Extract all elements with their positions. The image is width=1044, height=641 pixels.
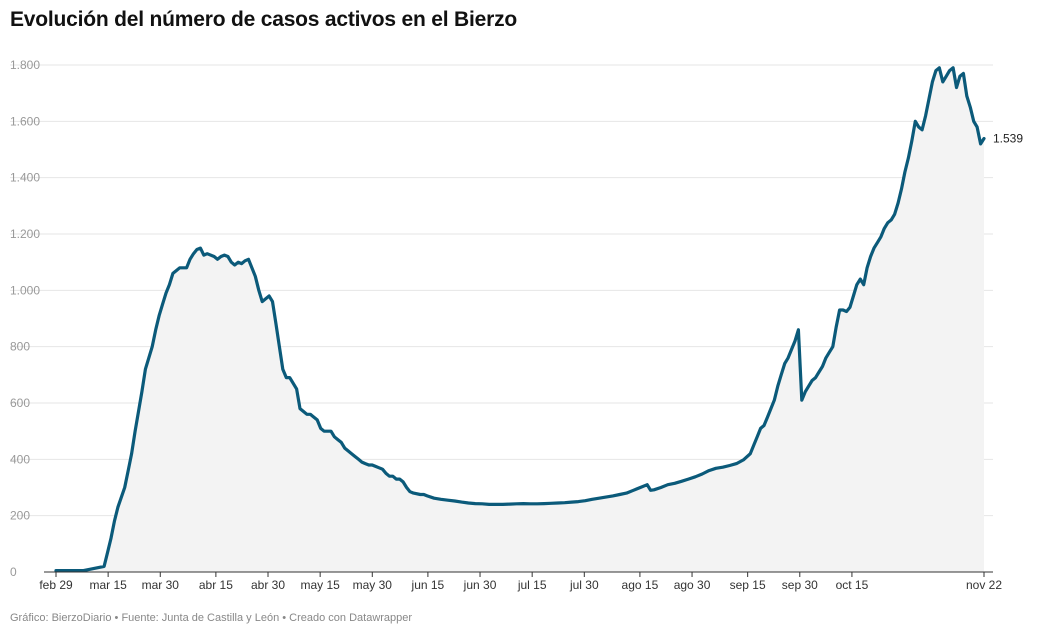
x-axis: feb 29 mar 15 mar 30 abr 15 abr 30 may 15 may … xyxy=(39,572,1002,592)
end-value-label: 1.539 xyxy=(993,132,1023,146)
x-tick-label: oct 15 xyxy=(836,578,869,592)
y-axis: 0 200 400 600 800 1.000 1.200 1.400 1.600 1.800 xyxy=(10,58,40,579)
x-tick-label: ago 30 xyxy=(674,578,711,592)
series-line xyxy=(54,66,986,573)
x-tick-label: jul 15 xyxy=(517,578,547,592)
chart-footer: Gráfico: BierzoDiario • Fuente: Junta de… xyxy=(10,612,413,624)
y-tick-label: 400 xyxy=(10,452,30,466)
x-tick-label: sep 15 xyxy=(730,578,766,592)
y-tick-label: 0 xyxy=(10,565,17,579)
y-tick-label: 1.800 xyxy=(10,58,40,72)
y-tick-label: 1.600 xyxy=(10,114,40,128)
x-tick-label: ago 15 xyxy=(622,578,659,592)
y-tick-label: 1.400 xyxy=(10,171,40,185)
x-tick-label: jun 30 xyxy=(463,578,497,592)
y-tick-label: 1.000 xyxy=(10,283,40,297)
x-tick-label: jul 30 xyxy=(569,578,599,592)
x-tick-label: may 30 xyxy=(353,578,393,592)
x-tick-label: abr 15 xyxy=(199,578,233,592)
x-tick-label: nov 22 xyxy=(966,578,1002,592)
x-tick-label: feb 29 xyxy=(39,578,73,592)
x-tick-label: mar 15 xyxy=(89,578,127,592)
x-tick-label: jun 15 xyxy=(411,578,445,592)
x-tick-label: sep 30 xyxy=(782,578,818,592)
x-tick-label: may 15 xyxy=(300,578,340,592)
x-tick-label: mar 30 xyxy=(142,578,180,592)
area-fill xyxy=(56,67,984,573)
y-tick-label: 200 xyxy=(10,509,30,523)
y-tick-label: 600 xyxy=(10,396,30,410)
y-tick-label: 800 xyxy=(10,340,30,354)
y-tick-label: 1.200 xyxy=(10,227,40,241)
chart-title: Evolución del número de casos activos en… xyxy=(10,8,517,31)
x-tick-label: abr 30 xyxy=(251,578,285,592)
